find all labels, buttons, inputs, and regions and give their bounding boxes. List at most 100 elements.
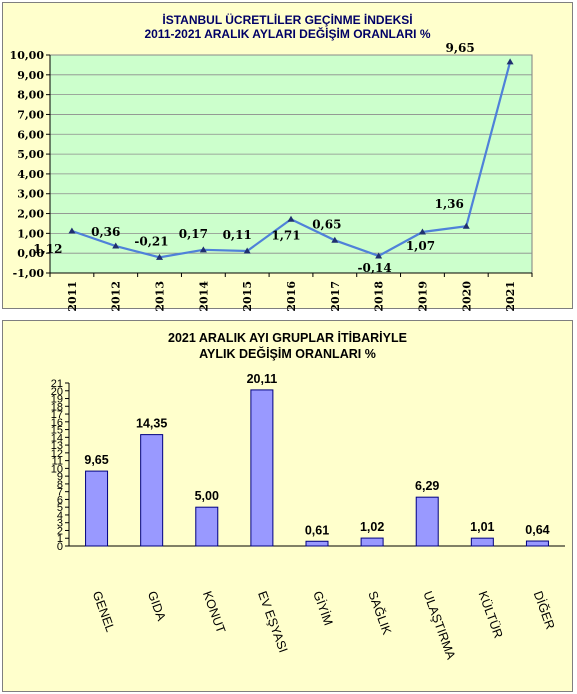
bar (195, 506, 219, 547)
bar (140, 434, 164, 547)
bar (305, 540, 329, 547)
line-chart-panel: İSTANBUL ÜCRETLİLER GEÇİNME İNDEKSİ 2011… (2, 2, 573, 312)
y-tick-label: 3,00 (17, 188, 44, 201)
data-label: -0,21 (134, 234, 168, 248)
x-tick-label: 2015 (241, 281, 254, 312)
y-tick-label: 7 (57, 487, 63, 499)
y-tick-label: 19 (51, 394, 63, 406)
category-label: EV EŞYASI (255, 589, 290, 654)
y-tick-label: 2,00 (17, 208, 44, 221)
bar (85, 470, 109, 547)
data-point (418, 228, 426, 235)
y-tick-label: 3 (57, 518, 63, 530)
x-tick-label: 2018 (373, 281, 386, 312)
y-tick-label: 6 (57, 494, 63, 506)
y-tick-label: 1 (57, 533, 63, 545)
y-tick-label: 6,00 (17, 128, 44, 141)
bar (470, 537, 494, 547)
plot-area (49, 54, 533, 274)
bar-chart-title: 2021 ARALIK AYI GRUPLAR İTİBARİYLE (168, 331, 407, 345)
data-point (287, 215, 295, 222)
data-label: 0,36 (91, 225, 120, 239)
data-label: 5,00 (195, 489, 219, 503)
data-point (331, 236, 339, 243)
y-tick-label: 2 (57, 525, 63, 537)
y-tick-label: 1,00 (17, 227, 44, 240)
x-tick-label: 2019 (416, 281, 429, 312)
category-label: DİĞER (531, 589, 559, 631)
data-label: 14,35 (136, 417, 167, 431)
data-point (375, 252, 383, 259)
y-tick-label: 10 (51, 463, 63, 475)
bar (525, 540, 549, 547)
x-tick-label: 2017 (329, 281, 342, 312)
data-point (506, 58, 514, 65)
x-tick-label: 2016 (285, 281, 298, 312)
x-tick-label: 2014 (197, 281, 210, 312)
y-tick-label: 21 (51, 378, 63, 390)
bar-chart: 01234567891011121314151617181920219,65GE… (51, 372, 565, 662)
y-tick-label: 8 (57, 479, 63, 491)
data-label: 0,17 (179, 227, 208, 241)
data-point (68, 227, 76, 234)
y-tick-label: 16 (51, 417, 63, 429)
y-tick-label: 0,00 (17, 247, 44, 260)
data-label: -0,14 (358, 261, 392, 275)
data-label: 0,61 (305, 523, 329, 537)
y-tick-label: -1,00 (13, 267, 45, 280)
bar (360, 537, 384, 547)
line-chart-subtitle: 2011-2021 ARALIK AYLARI DEĞİŞİM ORANLARI… (144, 27, 431, 41)
bar (250, 389, 274, 547)
category-label: GENEL (90, 589, 118, 634)
y-tick-label: 17 (51, 409, 63, 421)
category-label: KÜLTÜR (476, 589, 506, 640)
y-tick-label: 8,00 (17, 89, 44, 102)
x-tick-label: 2020 (460, 281, 473, 312)
data-label: 9,65 (445, 41, 474, 55)
y-tick-label: 9 (57, 471, 63, 483)
data-label: 1,71 (271, 228, 300, 242)
category-label: GIDA (145, 589, 169, 623)
data-label: 1,02 (360, 520, 384, 534)
data-label: 0,64 (525, 523, 549, 537)
category-label: SAĞLIK (365, 589, 395, 637)
bar-chart-subtitle: AYLIK DEĞİŞİM ORANLARI % (199, 347, 376, 361)
y-tick-label: 5 (57, 502, 63, 514)
x-tick-label: 2012 (110, 281, 123, 312)
data-label: 1,01 (470, 520, 494, 534)
line-chart: -1,00 0,00 1,00 2,00 3,00 4,00 5,00 6,00 7,00 8,0… (10, 41, 533, 312)
data-label: 1,07 (406, 239, 435, 253)
y-tick-label: 4,00 (17, 168, 44, 181)
y-tick-label: 7,00 (17, 108, 44, 121)
y-tick-label: 0 (57, 541, 63, 553)
data-label: 20,11 (247, 372, 278, 386)
data-point (462, 222, 470, 229)
data-label: 0,65 (312, 217, 341, 231)
y-tick-label: 15 (51, 425, 63, 437)
data-point (199, 246, 207, 253)
y-tick-label: 5,00 (17, 148, 44, 161)
data-point (243, 247, 251, 254)
data-label: 6,29 (415, 479, 439, 493)
y-tick-label: 12 (51, 448, 63, 460)
y-tick-label: 20 (51, 386, 63, 398)
category-label: ULAŞTIRMA (420, 589, 458, 662)
data-label: 1,12 (33, 242, 62, 256)
line-chart-title: İSTANBUL ÜCRETLİLER GEÇİNME İNDEKSİ (162, 13, 413, 27)
category-label: KONUT (200, 589, 228, 635)
bar (415, 496, 439, 547)
bar-chart-panel: 2021 ARALIK AYI GRUPLAR İTİBARİYLE AYLIK… (2, 320, 573, 692)
y-tick-label: 13 (51, 440, 63, 452)
data-label: 1,36 (435, 197, 464, 211)
y-tick-label: 14 (51, 432, 63, 444)
y-tick-label: 11 (52, 456, 63, 468)
x-tick-label: 2021 (504, 281, 517, 312)
data-point (112, 242, 120, 249)
y-tick-label: 18 (51, 401, 63, 413)
y-tick-label: 10,00 (10, 49, 45, 62)
x-tick-label: 2011 (66, 281, 79, 312)
x-tick-label: 2013 (154, 281, 167, 312)
data-point (156, 253, 164, 260)
y-tick-label: 9,00 (17, 69, 44, 82)
y-tick-label: 4 (57, 510, 63, 522)
